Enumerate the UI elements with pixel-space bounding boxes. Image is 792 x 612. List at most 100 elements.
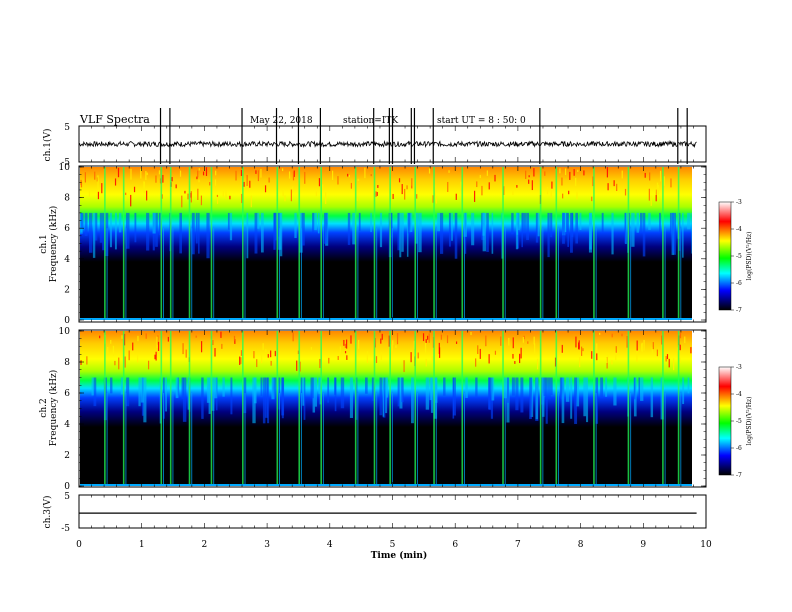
spectrogram-burst (354, 167, 357, 320)
colorbar-tick-label: -6 (736, 280, 742, 287)
spectrogram-burst (662, 167, 664, 320)
colorbar-tick-label: -7 (736, 307, 742, 314)
spectrogram-burst (539, 331, 542, 486)
colorbar-tick-label: -5 (736, 418, 742, 425)
spectrogram-burst (461, 331, 464, 486)
spectrogram-burst (677, 331, 680, 486)
spectrogram-burst (373, 331, 376, 486)
axes-ticks: 0 1 2 3 4 5 6 7 8 9 105-55-502468100246810-3-4-5-6… (59, 123, 742, 550)
x-tick-label: 5 (390, 540, 396, 550)
ch1-spectrogram-image (80, 167, 692, 320)
spectrogram-burst (320, 167, 322, 320)
spectrogram-burst (389, 167, 391, 320)
x-tick-label: 2 (202, 540, 208, 550)
spectrogram-burst (354, 331, 357, 486)
spectrogram-burst (433, 331, 435, 486)
spectrogram-burst (169, 167, 172, 320)
start-time-label: start UT = 8 : 50: 0 (437, 116, 526, 126)
x-tick-label: 3 (264, 540, 270, 550)
y-tick-label: 6 (64, 224, 70, 234)
x-tick-label: 10 (700, 540, 712, 550)
station-label: station=ITK (343, 116, 398, 126)
x-tick-label: 0 (76, 540, 82, 550)
x-tick-label: 6 (452, 540, 458, 550)
svg-text:Frequency (kHz): Frequency (kHz) (48, 206, 59, 283)
x-tick-label: 9 (640, 540, 646, 550)
y-tick-label: 4 (64, 420, 70, 430)
spectrogram-burst (502, 331, 504, 486)
colorbar-tick-label: -4 (736, 391, 742, 398)
spectrogram-burst (104, 331, 106, 486)
y-tick-label: 0 (64, 482, 70, 492)
spectrogram-burst (104, 167, 106, 320)
x-axis-label: Time (min) (371, 550, 428, 561)
svg-text:Frequency (kHz): Frequency (kHz) (48, 370, 59, 447)
spectrogram-burst (160, 167, 163, 320)
spectrogram-burst (433, 167, 435, 320)
spectrogram-burst (414, 331, 417, 486)
spectrogram-burst (555, 331, 558, 486)
spectrogram-burst (627, 331, 630, 486)
ch3-voltage-axis-label: ch.3(V) (42, 496, 53, 529)
spectrogram-burst (122, 331, 125, 486)
spectrogram-burst (461, 167, 464, 320)
spectrogram-burst (662, 331, 664, 486)
ch1-spectrogram-bursts (80, 167, 692, 320)
ch1-colorbar-label: log(PSD)(V²/Hz) (746, 232, 753, 281)
y-tick-label: -5 (61, 158, 70, 168)
spectrogram-burst (188, 167, 191, 320)
y-tick-label: 10 (59, 327, 71, 337)
spectrogram-burst (320, 331, 322, 486)
date-label: May 22, 2018 (250, 116, 313, 126)
colorbar-tick-label: -3 (736, 364, 742, 371)
ch1-voltage-axis-label: ch.1(V) (42, 129, 53, 162)
spectrogram-burst (593, 167, 595, 320)
spectrogram-burst (373, 167, 376, 320)
y-tick-label: 10 (59, 163, 71, 173)
spectrogram-burst (555, 167, 558, 320)
colorbar-tick-label: -7 (736, 472, 742, 479)
spectrogram-burst (188, 331, 191, 486)
spectrogram-burst (160, 331, 163, 486)
ch2-colorbar: log(PSD)(V²/Hz) (718, 366, 753, 476)
ch2-spectrogram-bursts (80, 331, 692, 486)
x-tick-label: 4 (327, 540, 333, 550)
ch1-colorbar: log(PSD)(V²/Hz) (718, 201, 753, 311)
spectrogram-burst (593, 331, 595, 486)
spectrogram-burst (210, 331, 213, 486)
ch2-colorbar-label: log(PSD)(V²/Hz) (746, 397, 753, 446)
spectrogram-burst (627, 167, 630, 320)
spectrogram-burst (677, 167, 680, 320)
y-tick-label: 8 (64, 358, 70, 368)
colorbar-tick-label: -3 (736, 199, 742, 206)
spectrogram-burst (169, 331, 172, 486)
colorbar-tick-label: -6 (736, 445, 742, 452)
spectrogram-burst (298, 167, 301, 320)
spectrogram-burst (242, 331, 244, 486)
x-tick-label: 7 (515, 540, 521, 550)
spectrogram-burst (389, 331, 391, 486)
time-series-traces (78, 108, 697, 514)
y-tick-label: 2 (64, 285, 70, 295)
spectrogram-burst (276, 167, 279, 320)
spectrogram-burst (210, 167, 213, 320)
y-tick-label: 2 (64, 451, 70, 461)
y-tick-label: -5 (61, 524, 70, 534)
ch2-frequency-axis-label: ch.2 Frequency (kHz) (39, 370, 59, 447)
x-tick-label: 8 (578, 540, 584, 550)
spectrogram-burst (298, 331, 301, 486)
ch1-frequency-axis-label: ch.1 Frequency (kHz) (39, 206, 59, 283)
y-tick-label: 6 (64, 389, 70, 399)
spectrogram-burst (414, 167, 417, 320)
svg-text:ch.2: ch.2 (39, 398, 49, 417)
spectrogram-burst (122, 167, 125, 320)
y-tick-label: 4 (64, 255, 70, 265)
figure-title: VLF Spectra (79, 113, 150, 126)
spectrogram-burst (502, 167, 504, 320)
y-tick-label: 5 (64, 492, 70, 502)
spectrogram-burst (539, 167, 542, 320)
spectrogram-burst (276, 331, 279, 486)
colorbar-tick-label: -5 (736, 253, 742, 260)
svg-text:ch.1: ch.1 (39, 234, 49, 253)
